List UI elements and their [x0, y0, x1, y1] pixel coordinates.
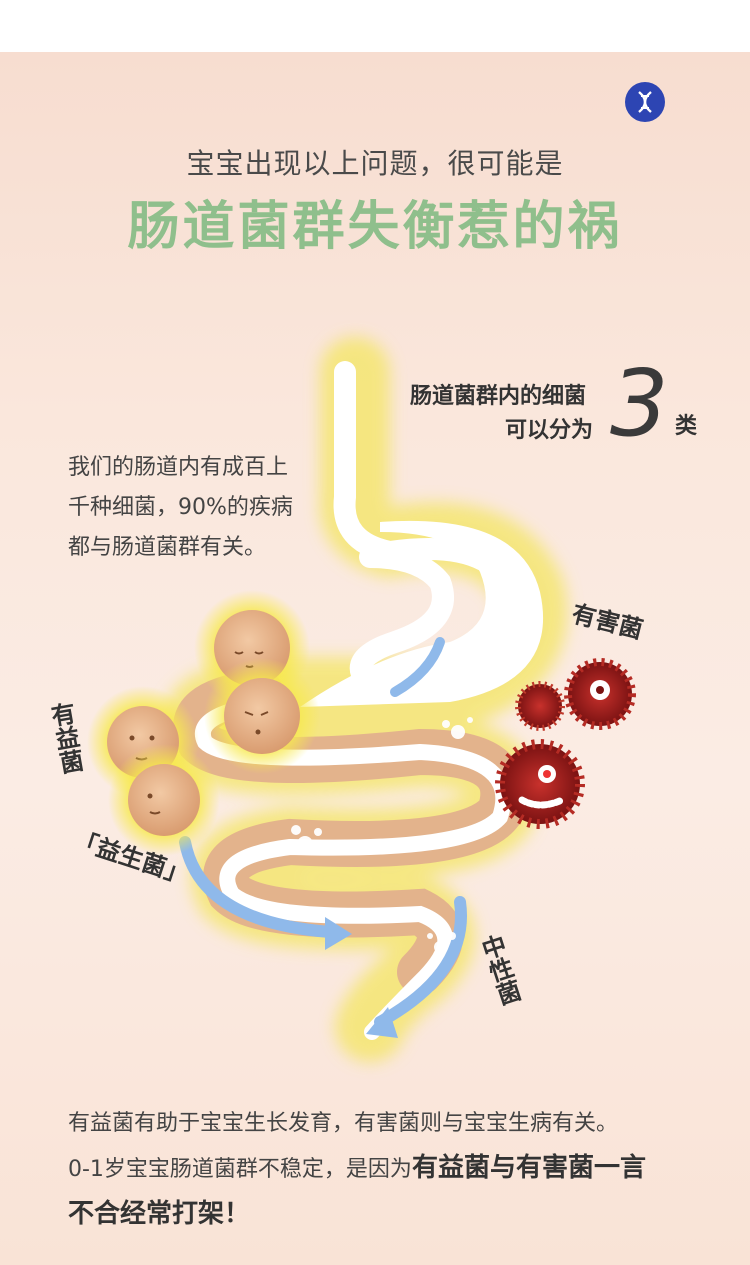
- page-title: 肠道菌群失衡惹的祸: [127, 197, 623, 257]
- categories-line1: 肠道菌群内的细菌: [410, 384, 587, 409]
- bottom-line3: 不合经常打架！: [68, 1192, 708, 1238]
- beneficial-bacteria: [87, 590, 320, 856]
- harmful-bacteria: [495, 658, 636, 829]
- categories-line2: 可以分为: [505, 418, 594, 443]
- description-line: 都与肠道菌群有关。: [68, 535, 267, 560]
- bottom-line3-bold: 不合经常打架！: [68, 1199, 251, 1229]
- subtitle: 宝宝出现以上问题，很可能是: [186, 147, 564, 180]
- dna-icon: [625, 82, 665, 122]
- categories-unit: 类: [675, 414, 698, 439]
- bottom-line2: 0-1岁宝宝肠道菌群不稳定，是因为有益菌与有害菌一言: [68, 1146, 708, 1192]
- categories-number: 3: [610, 350, 669, 457]
- bottom-line2-plain: 0-1岁宝宝肠道菌群不稳定，是因为: [68, 1157, 412, 1182]
- bottom-line2-bold: 有益菌与有害菌一言: [411, 1153, 646, 1183]
- bottom-line1: 有益菌有助于宝宝生长发育，有害菌则与宝宝生病有关。: [68, 1111, 619, 1136]
- description: 我们的肠道内有成百上 千种细菌，90%的疾病 都与肠道菌群有关。: [68, 448, 328, 568]
- content-panel: 宝宝出现以上问题，很可能是 肠道菌群失衡惹的祸: [0, 52, 750, 1265]
- bottom-text: 有益菌有助于宝宝生长发育，有害菌则与宝宝生病有关。 0-1岁宝宝肠道菌群不稳定，…: [68, 1102, 708, 1238]
- digestive-system-illustration: [87, 337, 636, 1062]
- description-line: 我们的肠道内有成百上: [68, 455, 289, 480]
- description-line: 千种细菌，90%的疾病: [68, 495, 293, 520]
